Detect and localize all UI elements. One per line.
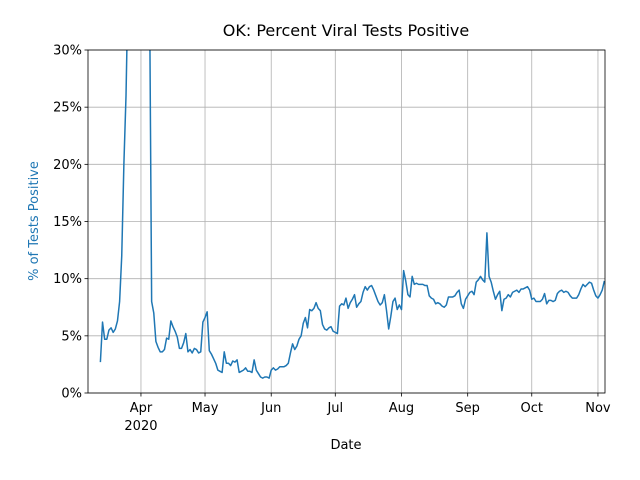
x-tick-label: Oct (521, 401, 543, 416)
y-tick-label: 20% (53, 158, 82, 173)
x-axis-label: Date (330, 438, 361, 453)
x-year-label: 2020 (124, 419, 157, 434)
y-tick-label: 0% (61, 387, 82, 402)
y-tick-label: 30% (53, 44, 82, 59)
x-tick-label: Sep (455, 401, 480, 416)
x-tick-label: Nov (585, 401, 611, 416)
y-axis-label: % of Tests Positive (27, 161, 42, 281)
y-tick-label: 10% (53, 272, 82, 287)
data-line (99, 50, 605, 379)
x-tick-label: Jul (326, 401, 343, 416)
chart-title: OK: Percent Viral Tests Positive (223, 21, 469, 40)
x-tick-label: Aug (389, 401, 414, 416)
y-tick-label: 25% (53, 101, 82, 116)
x-tick-label: Apr (130, 401, 153, 416)
x-tick-label: May (192, 401, 219, 416)
y-tick-label: 15% (53, 215, 82, 230)
y-tick-label: 5% (61, 329, 82, 344)
x-tick-label: Jun (260, 401, 281, 416)
